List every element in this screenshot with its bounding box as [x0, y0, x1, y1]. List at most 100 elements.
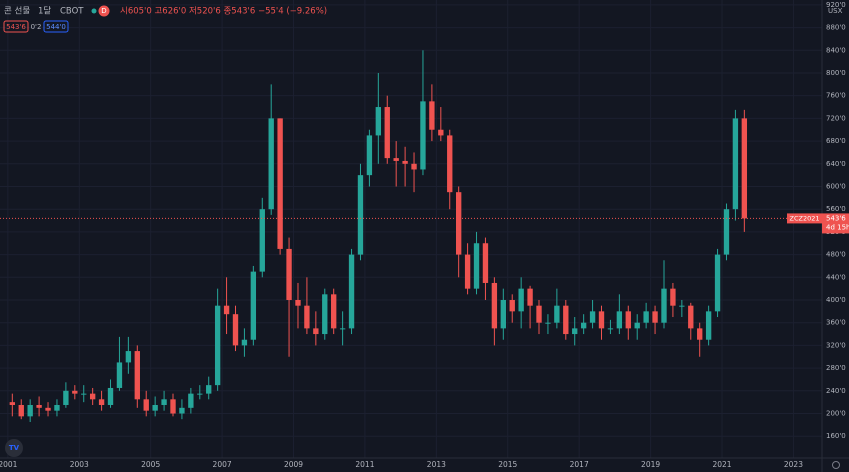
ask: 544'0 — [46, 23, 66, 31]
y-tick-label: 720'0 — [826, 114, 846, 122]
y-tick-label: 240'0 — [826, 387, 846, 395]
candle-body — [482, 243, 489, 283]
x-tick-label: 2009 — [284, 460, 303, 469]
candle-body — [732, 118, 739, 210]
candle-body — [89, 393, 96, 400]
ohlc: 시605'0 고626'0 저520'6 종543'6 −55'4 (−9.26… — [120, 7, 327, 17]
candle-body — [429, 101, 435, 130]
candle-body — [143, 399, 149, 411]
y-tick-label: 760'0 — [826, 92, 846, 100]
y-tick-label: 880'0 — [826, 24, 846, 32]
x-tick-label: 2013 — [427, 460, 446, 469]
candle-body — [179, 407, 185, 414]
candle-body — [697, 328, 703, 340]
candle-body — [580, 322, 587, 329]
candle-body — [384, 107, 390, 159]
candle-body — [339, 328, 346, 330]
interval: 1달 — [38, 6, 51, 17]
candle-body — [589, 311, 596, 323]
logo-mark: TV — [9, 444, 20, 452]
y-tick-label: 280'0 — [826, 364, 846, 372]
x-tick-label: 2001 — [0, 460, 18, 469]
symbol: 콘 선물 — [4, 7, 30, 17]
x-tick-label: 2011 — [355, 460, 374, 469]
exchange: CBOT — [60, 7, 84, 17]
contract-label: ZCZ2021 — [790, 214, 820, 222]
candle-body — [366, 135, 373, 176]
candle-body — [116, 362, 123, 388]
candle-body — [509, 299, 515, 312]
candle-body — [36, 404, 42, 408]
y-tick-label: 440'0 — [826, 273, 846, 281]
last-price-box — [822, 213, 849, 234]
candle-body — [268, 118, 274, 210]
x-tick-label: 2021 — [712, 460, 731, 469]
y-tick-label: 640'0 — [826, 160, 846, 168]
candle-body — [679, 305, 685, 307]
y-tick-label: 800'0 — [826, 69, 846, 77]
candle-body — [616, 311, 623, 329]
candle-body — [54, 404, 60, 411]
candle-body — [723, 209, 730, 255]
currency: USX — [828, 7, 843, 15]
ask-box — [43, 20, 69, 33]
candle-body — [81, 393, 87, 395]
y-tick-label: 320'0 — [826, 341, 846, 349]
candle-body — [241, 339, 248, 346]
candle-body — [464, 254, 471, 289]
candle-body — [705, 311, 712, 340]
candle-body — [500, 299, 506, 329]
candle-body — [125, 351, 132, 363]
candle-body — [223, 305, 230, 315]
candle-body — [473, 243, 480, 289]
x-tick-label: 2023 — [784, 460, 803, 469]
y-tick-label: 200'0 — [826, 410, 846, 418]
spread: 0'2 — [31, 23, 42, 31]
candle-body — [170, 399, 176, 414]
y-tick-label: 400'0 — [826, 296, 846, 304]
status-dot — [91, 8, 97, 14]
candle-body — [134, 351, 140, 400]
candle-body — [688, 305, 694, 329]
candle-body — [286, 248, 292, 300]
y-tick-label: 360'0 — [826, 319, 846, 327]
countdown: 4d 15h — [826, 223, 849, 231]
candle-body — [554, 305, 560, 323]
candle-body — [572, 328, 578, 335]
candle-body — [491, 282, 498, 329]
candle-body — [607, 328, 614, 330]
candle-body — [331, 294, 337, 329]
candle-body — [563, 305, 569, 335]
x-tick-label: 2019 — [641, 460, 660, 469]
candle-body — [304, 305, 310, 329]
candle-body — [447, 135, 453, 193]
candle-body — [438, 129, 444, 136]
candle-body — [27, 404, 33, 417]
candle-body — [206, 385, 212, 394]
contract-box — [787, 213, 822, 224]
x-tick-label: 2015 — [498, 460, 517, 469]
candle-body — [741, 118, 748, 219]
logo — [5, 439, 23, 457]
candle-body — [393, 158, 399, 161]
candle-body — [232, 314, 239, 346]
candle-body — [411, 163, 417, 170]
last-price-label: 543'6 — [826, 214, 846, 222]
candle-body — [420, 101, 426, 170]
candle-body — [322, 294, 328, 335]
y-tick-label: 840'0 — [826, 46, 846, 54]
candle-body — [277, 118, 283, 249]
candle-body — [625, 311, 631, 329]
candle-body — [313, 328, 319, 335]
candle-body — [670, 288, 676, 306]
candle-body — [634, 322, 640, 329]
candle-body — [188, 393, 194, 408]
y-tick-label: 480'0 — [826, 251, 846, 259]
y-tick-label: 600'0 — [826, 182, 846, 190]
candle-body — [375, 107, 382, 136]
candle-body — [107, 387, 114, 405]
settings-icon[interactable] — [832, 461, 840, 469]
candle-body — [714, 254, 721, 312]
candle-body — [527, 288, 533, 306]
